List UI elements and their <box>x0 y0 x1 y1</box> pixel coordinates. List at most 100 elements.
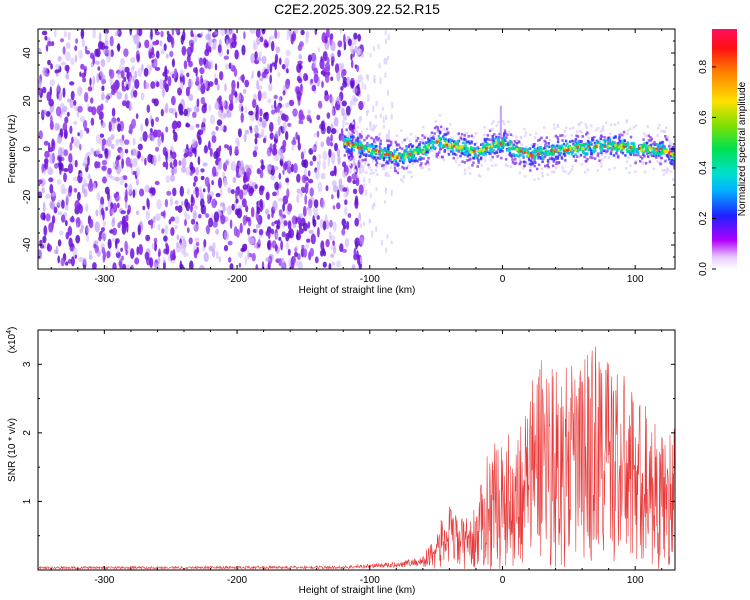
noise-speck <box>326 136 331 147</box>
noise-speck <box>301 174 307 184</box>
signal-cell <box>447 146 450 150</box>
signal-cell <box>419 158 422 161</box>
signal-cell <box>396 156 399 159</box>
noise-speck <box>38 78 42 85</box>
noise-speck <box>320 120 325 131</box>
noise-speck <box>295 216 299 223</box>
noise-speck <box>244 106 248 114</box>
signal-cell <box>494 163 497 167</box>
signal-cell <box>523 127 526 131</box>
signal-cell <box>405 166 408 170</box>
faint-speck <box>374 137 377 145</box>
noise-speck <box>351 173 357 181</box>
signal-cell <box>386 152 389 156</box>
noise-speck <box>359 237 365 246</box>
signal-cell <box>654 143 657 146</box>
noise-speck <box>94 221 101 233</box>
noise-speck <box>344 199 348 206</box>
signal-cell <box>508 153 511 156</box>
noise-speck <box>285 78 290 90</box>
noise-speck <box>254 124 259 135</box>
signal-cell <box>547 161 550 164</box>
signal-cell <box>453 152 456 156</box>
spectrogram-x-label: Height of straight line (km) <box>299 285 416 296</box>
faint-speck <box>373 75 376 82</box>
signal-cell <box>510 146 513 150</box>
noise-speck <box>108 48 112 59</box>
noise-speck <box>291 139 297 146</box>
noise-speck <box>97 66 101 71</box>
noise-speck <box>312 62 317 69</box>
noise-speck <box>271 211 274 219</box>
noise-speck <box>273 154 280 162</box>
signal-cell <box>595 140 598 143</box>
noise-speck <box>185 123 191 128</box>
signal-cell <box>574 159 577 162</box>
noise-speck <box>294 251 298 258</box>
noise-speck <box>220 214 226 225</box>
signal-cell <box>454 139 458 143</box>
signal-cell <box>345 150 348 153</box>
noise-speck <box>297 134 300 144</box>
signal-cell <box>397 153 401 156</box>
noise-speck <box>268 83 273 92</box>
signal-cell <box>502 119 505 123</box>
signal-cell <box>664 152 667 155</box>
signal-cell <box>408 143 411 147</box>
noise-speck <box>312 155 317 162</box>
noise-speck <box>47 41 53 47</box>
noise-speck <box>282 195 288 205</box>
noise-speck <box>357 33 362 42</box>
signal-cell <box>586 152 589 155</box>
signal-cell <box>536 167 539 171</box>
signal-cell <box>666 135 669 139</box>
noise-speck <box>110 207 115 216</box>
noise-speck <box>353 32 358 40</box>
signal-cell <box>468 172 472 175</box>
signal-cell <box>585 133 588 136</box>
signal-cell <box>483 126 486 129</box>
noise-speck <box>185 201 191 212</box>
signal-cell <box>447 131 450 134</box>
signal-cell <box>408 150 411 154</box>
signal-cell <box>508 152 512 155</box>
signal-cell <box>505 136 508 139</box>
signal-cell <box>659 141 662 145</box>
noise-speck <box>57 239 62 247</box>
noise-speck <box>170 227 175 236</box>
noise-speck <box>118 256 124 262</box>
signal-cell <box>451 143 455 146</box>
noise-speck <box>175 205 179 211</box>
signal-cell <box>427 145 430 149</box>
noise-speck <box>283 220 288 227</box>
noise-speck <box>195 76 200 86</box>
signal-cell <box>514 146 517 150</box>
noise-speck <box>180 244 186 255</box>
signal-cell <box>576 135 579 138</box>
signal-cell <box>538 155 541 159</box>
signal-cell <box>633 151 636 154</box>
noise-speck <box>268 37 271 47</box>
noise-speck <box>209 191 215 198</box>
signal-cell <box>375 163 378 167</box>
noise-speck <box>274 29 278 39</box>
signal-cell <box>575 144 579 147</box>
noise-speck <box>42 86 47 94</box>
noise-speck <box>65 51 71 62</box>
signal-cell <box>483 144 486 148</box>
signal-cell <box>435 156 439 160</box>
noise-speck <box>73 136 78 147</box>
signal-cell <box>552 149 555 152</box>
signal-cell <box>447 153 451 156</box>
signal-cell <box>410 158 413 162</box>
noise-speck <box>352 188 358 195</box>
signal-cell <box>402 161 405 165</box>
noise-speck <box>261 128 264 138</box>
signal-cell <box>495 135 498 139</box>
noise-speck <box>174 225 178 230</box>
signal-cell <box>439 142 443 145</box>
signal-cell <box>512 147 516 150</box>
noise-speck <box>79 172 84 177</box>
signal-cell <box>550 170 554 174</box>
noise-speck <box>287 166 292 174</box>
